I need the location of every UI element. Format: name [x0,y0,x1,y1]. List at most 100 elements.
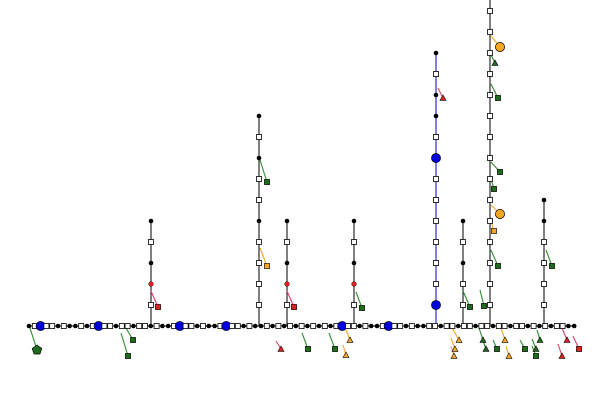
trunk-node-junction [357,323,362,329]
device-square [481,303,487,309]
device-triangle [501,336,509,343]
branch-h-junction [541,218,547,224]
device-lead [259,159,268,183]
device-lead [120,332,129,357]
trunk-node-switch [513,323,520,329]
branch-b-switch [256,176,262,182]
trunk-node-junction [241,323,246,329]
trunk-node-switch [345,323,351,329]
trunk-node-switch [484,323,491,329]
branch-g-switch [487,176,493,182]
device-square [467,304,473,310]
trunk-node-switch [443,323,450,329]
trunk-node-junction [421,323,426,329]
trunk-node-switch [200,323,206,329]
trunk-node-switch [397,323,404,329]
trunk-node-junction [508,323,513,329]
branch-c-junction [284,218,290,224]
branch-f-junction [460,218,466,224]
branch-e-switch [433,260,439,266]
branch-e-switch [433,239,439,245]
device-lead [259,247,268,267]
trunk-node-switch [49,323,56,329]
trunk-node-junction [571,323,577,329]
branch-b-switch [256,302,262,308]
trunk-node-switch [391,323,398,329]
branch-b-switch [256,197,262,203]
branch-c-switch [284,239,290,245]
device-square [497,169,503,175]
device-pentagon [31,344,43,355]
branch-g-switch [487,92,493,98]
branch-c-switch [284,302,290,308]
trunk-node-switch [478,323,485,329]
branch-h-junction [541,197,547,203]
branch-e-junction [433,113,439,119]
trunk-node-switch [495,323,502,329]
trunk-node-junction [473,323,478,329]
device-square [305,346,311,352]
device-triangle [455,336,463,343]
branch-e-switch [433,134,439,140]
trunk-node-junction [368,323,374,329]
branch-h-switch [541,260,547,266]
trunk-node-switch [408,323,415,329]
trunk-node-junction [305,323,310,329]
trunk-node-switch [530,323,537,329]
trunk-node-junction [160,323,165,329]
trunk-node-switch [542,323,549,329]
branch-b-switch [256,260,262,266]
trunk-node-junction [316,323,322,329]
device-triangle [450,352,458,359]
device-square [332,346,338,352]
trunk-node-junction [258,323,264,329]
trunk-node-switch [553,323,560,329]
trunk-node-junction [548,323,554,329]
device-layer [31,42,582,359]
trunk-node-junction [55,323,61,329]
branch-g-switch [487,71,493,77]
trunk-node-switch [142,323,148,329]
branch-a-junction [148,260,154,266]
trunk-node-switch [519,323,525,329]
branch-b-switch [256,134,262,140]
branch-h-switch [541,281,547,287]
branch-h-switch [541,302,547,308]
trunk-node-switch [321,323,328,329]
device-square [291,304,297,310]
trunk-node-junction [281,323,287,329]
device-square [491,186,497,192]
trunk-node-junction [490,323,496,329]
trunk-node-junction [26,323,32,329]
trunk-node-junction [537,323,542,329]
device-triangle [451,345,459,352]
device-triangle [479,336,487,343]
trunk-node-switch [107,323,114,329]
device-square [549,263,555,269]
branch-g-switch [487,302,493,308]
trunk-node-junction [206,323,212,329]
trunk-node-junction [374,323,380,329]
device-triangle [505,352,513,359]
branch-g-switch [487,113,493,119]
trunk-node-switch [350,323,357,329]
branch-e-switch [433,197,439,203]
device-circle [495,209,505,219]
device-square [125,353,131,359]
branch-f-junction [460,260,466,266]
branch-b-switch [256,281,262,287]
trunk-node-switch [466,323,473,329]
device-lead-layer [29,35,580,357]
branch-f-switch [460,302,466,308]
branch-a-load [148,281,154,287]
device-square [264,263,270,269]
branch-b-junction [256,155,262,161]
branch-h-switch [541,239,547,245]
branch-d-load [351,281,357,287]
trunk-node-switch [298,323,305,329]
trunk-node-junction [165,323,171,329]
branch-b-junction [256,113,262,119]
trunk-node-switch [78,323,85,329]
trunk-node-junction [525,323,531,329]
